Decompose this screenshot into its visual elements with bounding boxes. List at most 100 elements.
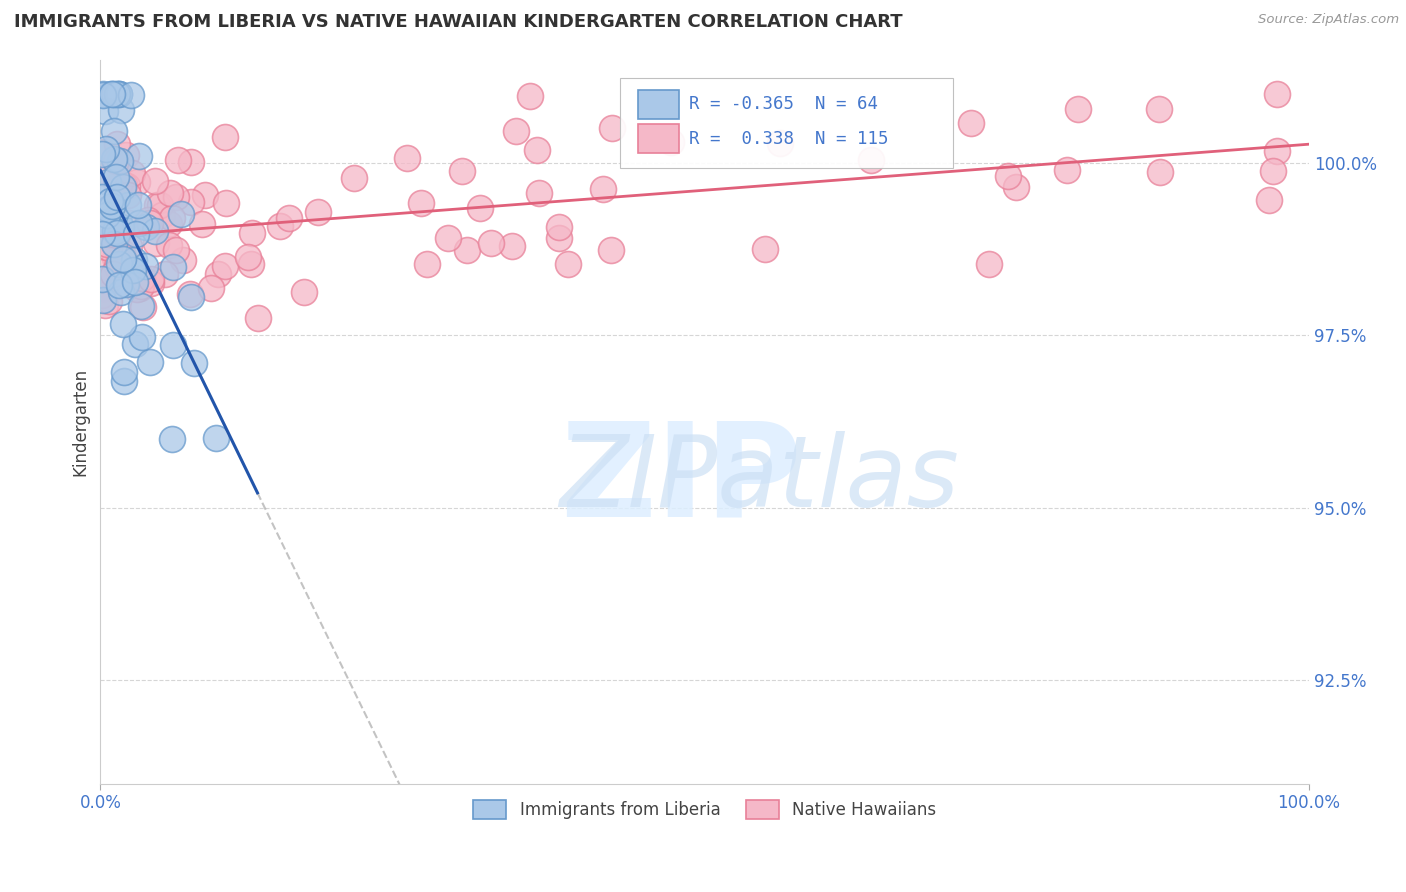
- Point: [127, 197, 149, 211]
- Point: [111, 317, 134, 331]
- Point: [90, 190, 112, 204]
- Legend: Immigrants from Liberia, Native Hawaiians: Immigrants from Liberia, Native Hawaiian…: [467, 794, 943, 826]
- Point: [269, 219, 291, 233]
- Point: [100, 87, 122, 101]
- FancyBboxPatch shape: [638, 90, 679, 119]
- Point: [183, 356, 205, 370]
- Point: [215, 196, 238, 211]
- Point: [91, 87, 114, 101]
- Point: [112, 178, 135, 192]
- Point: [91, 88, 114, 103]
- Point: [107, 262, 129, 277]
- Point: [98, 241, 121, 255]
- Point: [527, 186, 550, 200]
- Point: [107, 87, 129, 102]
- Point: [91, 293, 114, 308]
- Point: [240, 257, 263, 271]
- Point: [153, 267, 176, 281]
- Point: [110, 220, 132, 235]
- Text: IMMIGRANTS FROM LIBERIA VS NATIVE HAWAIIAN KINDERGARTEN CORRELATION CHART: IMMIGRANTS FROM LIBERIA VS NATIVE HAWAII…: [14, 13, 903, 31]
- Point: [105, 169, 128, 184]
- Point: [519, 88, 541, 103]
- Point: [162, 338, 184, 352]
- Point: [111, 245, 134, 260]
- Point: [103, 152, 125, 166]
- Point: [105, 226, 128, 240]
- Point: [96, 202, 118, 216]
- Point: [411, 195, 433, 210]
- Text: R =  0.338  N = 115: R = 0.338 N = 115: [689, 129, 889, 147]
- Point: [127, 282, 149, 296]
- Point: [997, 169, 1019, 183]
- Point: [1263, 164, 1285, 178]
- Point: [479, 236, 502, 251]
- Point: [180, 290, 202, 304]
- Point: [108, 278, 131, 293]
- Point: [166, 153, 188, 168]
- Point: [1267, 87, 1289, 101]
- Point: [396, 151, 419, 165]
- Point: [100, 199, 122, 213]
- Point: [859, 153, 882, 167]
- Point: [104, 224, 127, 238]
- Point: [456, 243, 478, 257]
- Point: [129, 299, 152, 313]
- Text: R = -0.365  N = 64: R = -0.365 N = 64: [689, 95, 877, 113]
- FancyBboxPatch shape: [620, 78, 952, 169]
- Point: [214, 259, 236, 273]
- Point: [97, 175, 120, 189]
- Point: [105, 260, 128, 274]
- Point: [112, 374, 135, 388]
- Point: [979, 257, 1001, 271]
- Point: [160, 432, 183, 446]
- Point: [105, 87, 128, 101]
- Point: [1066, 103, 1088, 117]
- Point: [277, 211, 299, 226]
- Point: [548, 219, 571, 234]
- Point: [104, 154, 127, 169]
- Point: [141, 277, 163, 291]
- Point: [165, 243, 187, 257]
- Point: [105, 222, 128, 236]
- Point: [170, 207, 193, 221]
- Point: [105, 136, 128, 151]
- Point: [93, 166, 115, 180]
- Point: [115, 277, 138, 291]
- Point: [98, 220, 121, 235]
- Point: [107, 244, 129, 259]
- Point: [122, 252, 145, 267]
- Point: [117, 216, 139, 230]
- Point: [90, 288, 112, 302]
- Point: [134, 259, 156, 273]
- Point: [105, 227, 128, 242]
- Point: [139, 272, 162, 286]
- Point: [207, 267, 229, 281]
- Point: [108, 153, 131, 168]
- Point: [96, 142, 118, 156]
- Point: [1147, 103, 1170, 117]
- Point: [107, 212, 129, 227]
- Point: [129, 278, 152, 293]
- Point: [128, 215, 150, 229]
- Point: [91, 265, 114, 279]
- Point: [769, 136, 792, 150]
- Point: [246, 311, 269, 326]
- Point: [165, 190, 187, 204]
- Point: [754, 242, 776, 256]
- Point: [416, 257, 439, 271]
- Point: [124, 275, 146, 289]
- Point: [190, 217, 212, 231]
- Point: [110, 285, 132, 300]
- Point: [526, 143, 548, 157]
- Point: [501, 239, 523, 253]
- Point: [121, 166, 143, 180]
- Point: [138, 355, 160, 369]
- Point: [105, 182, 128, 196]
- Point: [200, 281, 222, 295]
- Text: Source: ZipAtlas.com: Source: ZipAtlas.com: [1258, 13, 1399, 27]
- Point: [98, 293, 121, 308]
- Point: [117, 187, 139, 202]
- Point: [204, 431, 226, 445]
- Point: [94, 298, 117, 312]
- Point: [179, 286, 201, 301]
